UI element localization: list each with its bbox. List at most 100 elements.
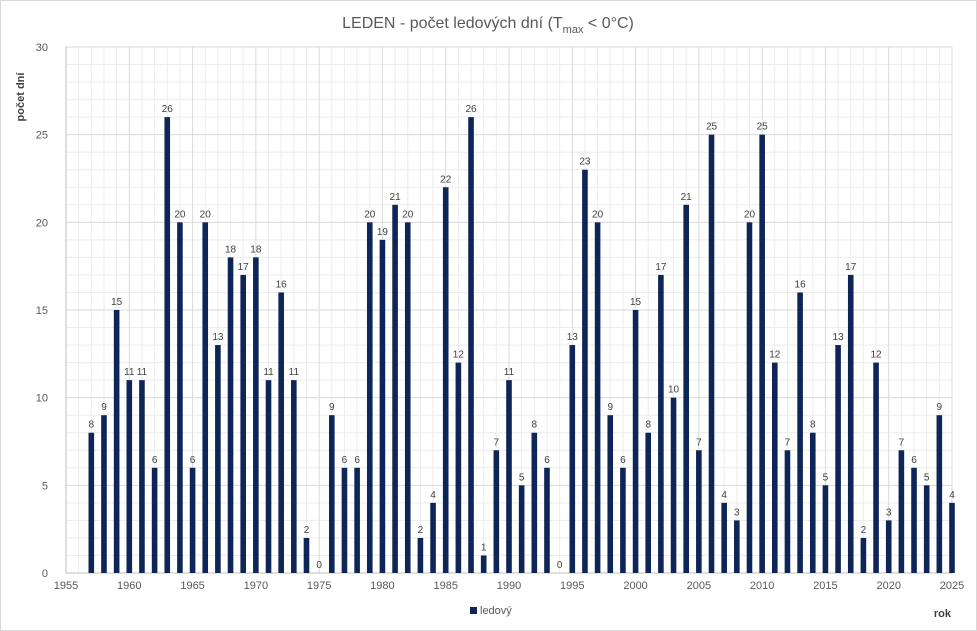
bar <box>139 380 145 573</box>
y-axis-title: počet dní <box>15 72 27 122</box>
chart-title-subscript: max <box>563 24 584 36</box>
x-tick-label: 1975 <box>307 580 331 592</box>
y-tick-label: 10 <box>36 393 48 405</box>
data-label: 22 <box>440 174 452 185</box>
y-tick-label: 15 <box>36 305 48 317</box>
data-label: 4 <box>949 490 955 501</box>
y-tick-label: 25 <box>36 130 48 142</box>
bar <box>582 169 588 573</box>
x-tick-label: 2005 <box>687 580 711 592</box>
data-label: 11 <box>263 367 274 378</box>
bar <box>113 310 120 573</box>
data-label: 12 <box>769 350 781 361</box>
data-label: 6 <box>911 455 917 466</box>
bar <box>240 274 246 573</box>
data-label: 2 <box>304 525 310 536</box>
bar <box>809 432 816 573</box>
chart-title-main: LEDEN - počet ledových dní (T <box>342 15 563 32</box>
data-label: 8 <box>810 420 816 431</box>
data-label: 20 <box>592 209 604 220</box>
data-label: 18 <box>250 244 262 255</box>
bar <box>227 257 234 573</box>
data-label: 5 <box>519 472 525 483</box>
bar <box>594 222 601 574</box>
data-label: 9 <box>329 402 335 413</box>
data-label: 6 <box>544 455 550 466</box>
data-label: 20 <box>364 209 376 220</box>
bar <box>291 380 297 573</box>
data-label: 18 <box>225 244 237 255</box>
bar <box>101 415 107 573</box>
x-tick-label: 1970 <box>244 580 268 592</box>
bar <box>493 450 500 573</box>
x-tick-label: 1990 <box>497 580 521 592</box>
data-label: 20 <box>200 209 212 220</box>
data-label: 10 <box>668 385 680 396</box>
bar <box>329 415 335 573</box>
bar <box>215 345 221 573</box>
data-label: 13 <box>212 332 224 343</box>
bar <box>911 467 917 573</box>
data-label: 16 <box>276 279 288 290</box>
bar <box>265 380 272 573</box>
bar <box>88 432 95 573</box>
data-label: 11 <box>124 367 135 378</box>
x-tick-label: 2025 <box>940 580 964 592</box>
bar <box>645 432 652 573</box>
bar <box>417 537 424 573</box>
bar <box>822 485 829 573</box>
data-label: 12 <box>870 350 882 361</box>
y-tick-label: 20 <box>36 217 48 229</box>
data-label: 5 <box>823 472 829 483</box>
data-label: 11 <box>137 367 148 378</box>
data-label: 0 <box>316 560 322 571</box>
data-label: 17 <box>655 262 667 273</box>
bar <box>455 362 462 573</box>
x-tick-label: 2010 <box>750 580 774 592</box>
bar <box>341 467 348 573</box>
x-tick-label: 2015 <box>813 580 837 592</box>
y-tick-label: 30 <box>36 42 48 54</box>
bar <box>518 485 525 573</box>
bar <box>278 292 284 573</box>
x-tick-label: 1965 <box>180 580 204 592</box>
data-label: 8 <box>89 420 95 431</box>
data-label: 17 <box>845 262 857 273</box>
bar <box>253 257 259 573</box>
legend-label: ledový <box>480 605 512 617</box>
data-label: 11 <box>504 367 515 378</box>
x-tick-label: 1995 <box>560 580 584 592</box>
bar <box>949 502 955 573</box>
x-axis-title: rok <box>934 608 952 620</box>
data-label: 5 <box>924 472 930 483</box>
chart-title-suffix: < 0°C) <box>583 15 633 32</box>
x-tick-label: 1955 <box>54 580 78 592</box>
bar <box>569 345 576 573</box>
bar <box>202 222 209 574</box>
bar <box>430 502 436 573</box>
bar <box>670 397 677 573</box>
data-label: 6 <box>354 455 360 466</box>
data-label: 6 <box>152 455 158 466</box>
data-label: 20 <box>174 209 186 220</box>
bar <box>708 134 715 573</box>
bar <box>784 450 791 573</box>
legend: ledový <box>470 605 512 617</box>
data-label: 9 <box>607 402 613 413</box>
x-tick-label: 1960 <box>117 580 141 592</box>
bar <box>658 274 664 573</box>
x-tick-label: 2020 <box>876 580 900 592</box>
data-label: 15 <box>111 297 123 308</box>
data-label: 7 <box>696 437 702 448</box>
data-label: 13 <box>567 332 579 343</box>
data-label: 25 <box>757 122 769 133</box>
data-label: 9 <box>937 402 943 413</box>
bar <box>164 117 171 573</box>
data-label: 20 <box>402 209 414 220</box>
bar <box>797 292 803 573</box>
x-tick-label: 1980 <box>370 580 394 592</box>
data-label: 1 <box>481 542 487 553</box>
